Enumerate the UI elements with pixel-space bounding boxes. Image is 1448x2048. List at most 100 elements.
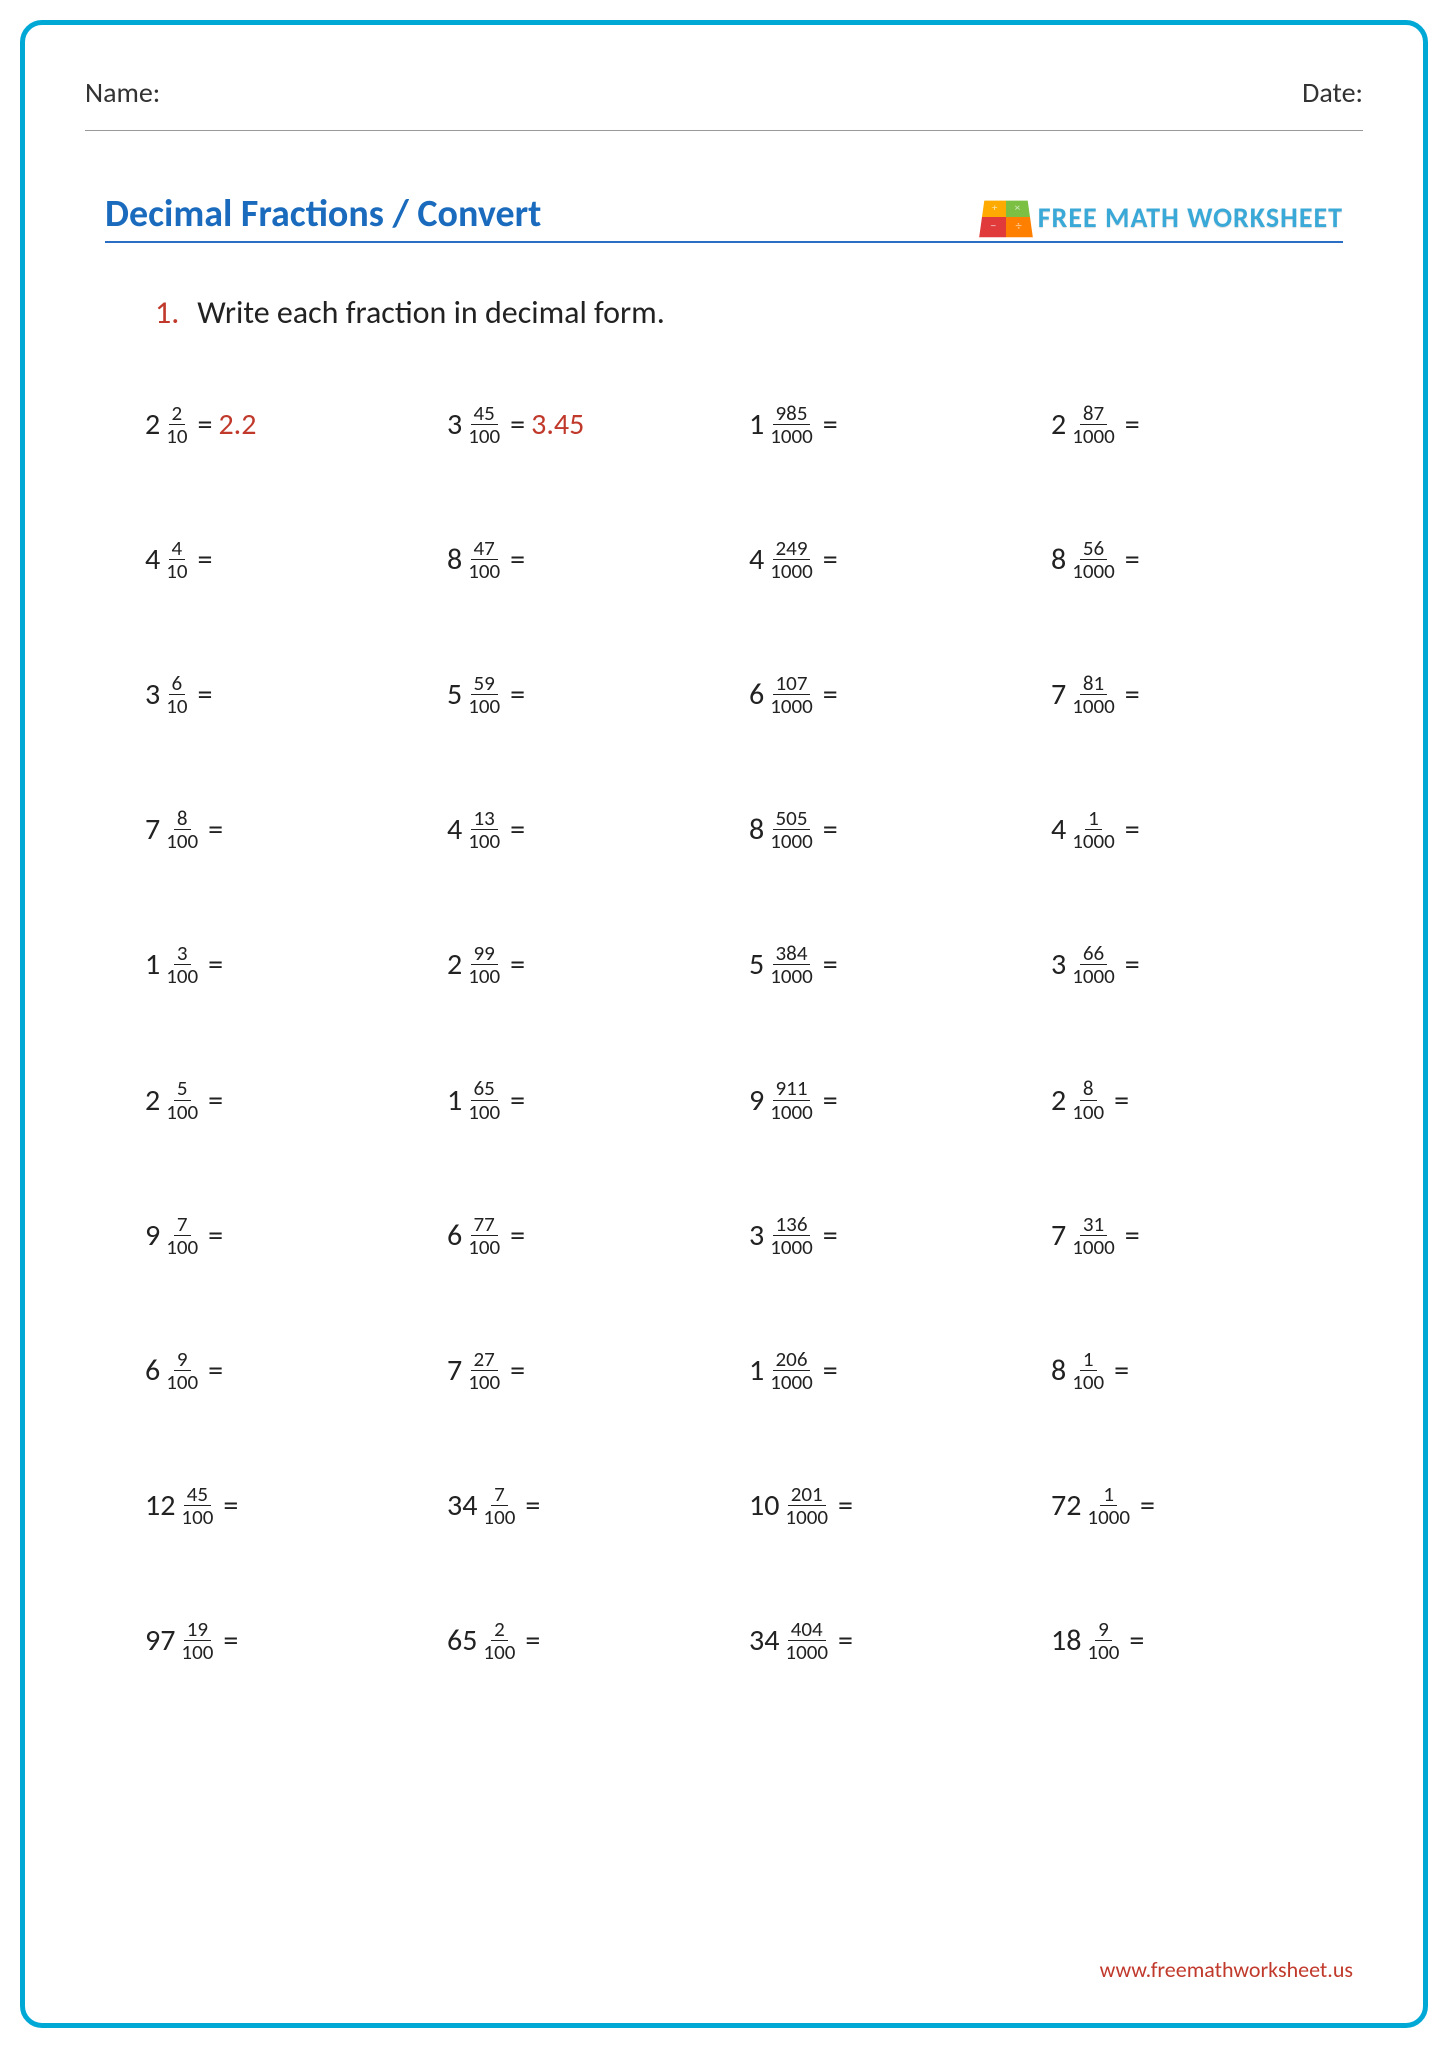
problem-cell: 19851000= (749, 402, 1041, 447)
whole-number: 10 (749, 1487, 779, 1524)
problem-cell: 7311000= (1051, 1213, 1343, 1258)
denominator: 1000 (1069, 830, 1118, 852)
numerator: 7 (174, 1213, 191, 1236)
equals-sign: = (510, 541, 525, 578)
fraction: 2100 (480, 1618, 518, 1663)
fraction: 1071000 (767, 672, 816, 717)
problem-cell: 97100= (145, 1213, 437, 1258)
denominator: 100 (1069, 1371, 1107, 1393)
fraction: 9100 (1084, 1618, 1122, 1663)
problem-cell: 53841000= (749, 942, 1041, 987)
header-divider (85, 130, 1363, 131)
whole-number: 8 (447, 541, 462, 578)
brand: +×−÷ FREE MATH WORKSHEET (982, 197, 1343, 237)
problem-cell: 165100= (447, 1077, 739, 1122)
fraction: 13100 (465, 807, 503, 852)
denominator: 1000 (1084, 1506, 1133, 1528)
problem-cell: 3661000= (1051, 942, 1343, 987)
problem-cell: 2210=2.2 (145, 402, 437, 447)
fraction: 561000 (1069, 537, 1118, 582)
equals-sign: = (510, 811, 525, 848)
denominator: 1000 (767, 425, 816, 447)
fraction: 3100 (163, 942, 201, 987)
denominator: 100 (1069, 1101, 1107, 1123)
problem-cell: 81100= (1051, 1348, 1343, 1393)
problem-cell: 7211000= (1051, 1483, 1343, 1528)
problem-cell: 42491000= (749, 537, 1041, 582)
whole-number: 7 (1051, 1217, 1066, 1254)
problem-cell: 189100= (1051, 1618, 1343, 1663)
equals-sign: = (510, 1352, 525, 1389)
equals-sign: = (510, 946, 525, 983)
problem-cell: 652100= (447, 1618, 739, 1663)
numerator: 56 (1080, 537, 1107, 560)
whole-number: 65 (447, 1622, 477, 1659)
whole-number: 6 (447, 1217, 462, 1254)
equals-sign: = (823, 1352, 838, 1389)
numerator: 384 (773, 942, 811, 965)
whole-number: 4 (749, 541, 764, 578)
denominator: 100 (163, 1101, 201, 1123)
denominator: 100 (465, 560, 503, 582)
equals-sign: = (823, 1217, 838, 1254)
numerator: 5 (174, 1077, 191, 1100)
problem-cell: 4410= (145, 537, 437, 582)
numerator: 99 (471, 942, 498, 965)
numerator: 47 (471, 537, 498, 560)
numerator: 4 (169, 537, 186, 560)
fraction: 610 (163, 672, 190, 717)
problem-cell: 413100= (447, 807, 739, 852)
whole-number: 3 (749, 1217, 764, 1254)
problem-cell: 7811000= (1051, 672, 1343, 717)
problem-cell: 9719100= (145, 1618, 437, 1663)
whole-number: 8 (749, 811, 764, 848)
numerator: 6 (169, 672, 186, 695)
numerator: 9 (1095, 1618, 1112, 1641)
problem-cell: 78100= (145, 807, 437, 852)
fraction: 99100 (465, 942, 503, 987)
equals-sign: = (510, 1217, 525, 1254)
problem-cell: 8561000= (1051, 537, 1343, 582)
whole-number: 6 (145, 1352, 160, 1389)
denominator: 100 (465, 425, 503, 447)
whole-number: 7 (1051, 676, 1066, 713)
equals-sign: = (823, 676, 838, 713)
fraction: 1361000 (767, 1213, 816, 1258)
fraction: 8100 (1069, 1077, 1107, 1122)
numerator: 31 (1080, 1213, 1107, 1236)
whole-number: 2 (447, 946, 462, 983)
numerator: 201 (788, 1483, 826, 1506)
denominator: 100 (178, 1641, 216, 1663)
numerator: 404 (788, 1618, 826, 1641)
fraction: 410 (163, 537, 190, 582)
numerator: 45 (184, 1483, 211, 1506)
denominator: 100 (465, 695, 503, 717)
name-label: Name: (85, 75, 160, 110)
numerator: 1 (1080, 1348, 1097, 1371)
fraction: 65100 (465, 1077, 503, 1122)
equals-sign: = (823, 1082, 838, 1119)
whole-number: 8 (1051, 541, 1066, 578)
instruction-text: Write each fraction in decimal form. (197, 293, 665, 332)
numerator: 77 (471, 1213, 498, 1236)
numerator: 19 (184, 1618, 211, 1641)
denominator: 100 (163, 1371, 201, 1393)
denominator: 100 (465, 965, 503, 987)
whole-number: 3 (145, 676, 160, 713)
whole-number: 2 (1051, 1082, 1066, 1119)
equals-sign: = (525, 1487, 540, 1524)
fraction: 27100 (465, 1348, 503, 1393)
equals-sign: = (1125, 811, 1140, 848)
equals-sign: = (823, 541, 838, 578)
fraction: 3841000 (767, 942, 816, 987)
denominator: 100 (163, 830, 201, 852)
numerator: 1 (1100, 1483, 1117, 1506)
whole-number: 3 (447, 406, 462, 443)
whole-number: 5 (749, 946, 764, 983)
whole-number: 5 (447, 676, 462, 713)
numerator: 45 (471, 402, 498, 425)
problem-cell: 3610= (145, 672, 437, 717)
numerator: 136 (773, 1213, 811, 1236)
whole-number: 4 (447, 811, 462, 848)
denominator: 10 (163, 425, 190, 447)
